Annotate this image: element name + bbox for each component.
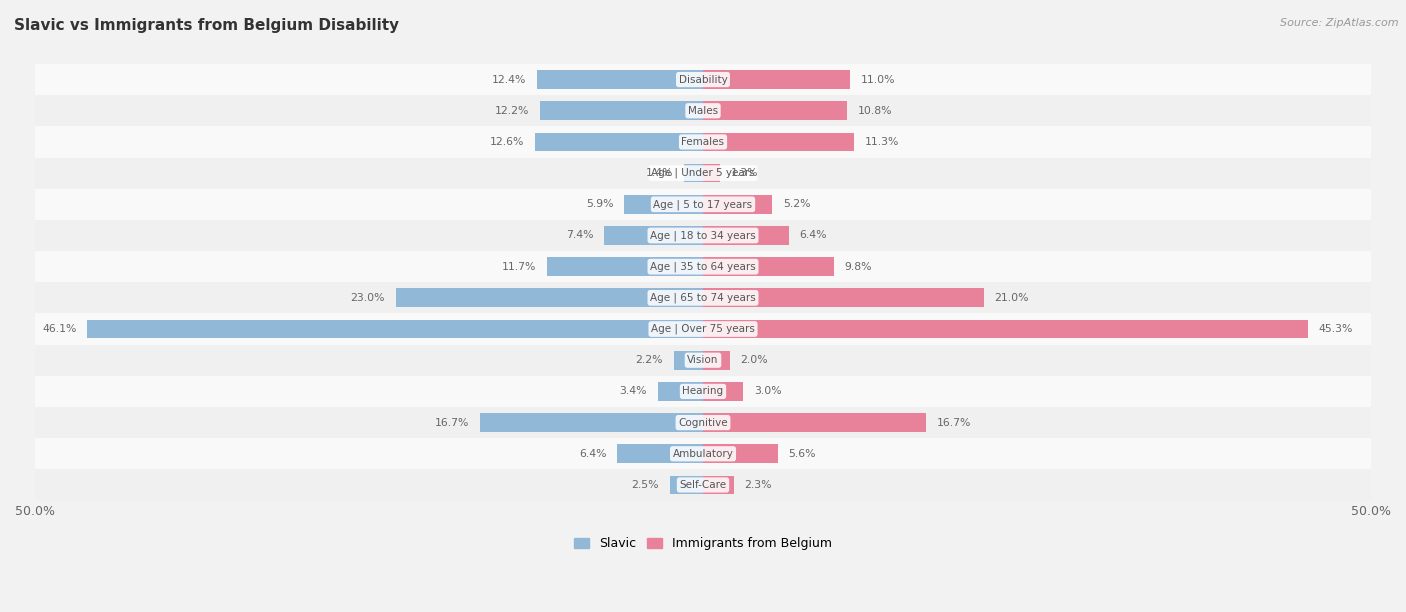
Bar (703, 444, 778, 463)
Bar (35, 64, 1371, 95)
Bar (35, 126, 1371, 157)
Text: 10.8%: 10.8% (858, 106, 893, 116)
Text: 5.6%: 5.6% (789, 449, 815, 459)
Bar (35, 376, 1371, 407)
Text: Slavic vs Immigrants from Belgium Disability: Slavic vs Immigrants from Belgium Disabi… (14, 18, 399, 34)
Bar (35, 188, 1371, 220)
Text: Age | 65 to 74 years: Age | 65 to 74 years (650, 293, 756, 303)
Text: Disability: Disability (679, 75, 727, 84)
Text: 2.5%: 2.5% (631, 480, 659, 490)
Text: 6.4%: 6.4% (579, 449, 607, 459)
Text: 16.7%: 16.7% (936, 417, 972, 428)
Bar (703, 476, 734, 494)
Text: 23.0%: 23.0% (350, 293, 385, 303)
Text: 1.3%: 1.3% (731, 168, 759, 178)
Bar (35, 313, 1371, 345)
Text: 2.2%: 2.2% (636, 355, 662, 365)
Bar (605, 226, 703, 245)
Text: Age | 35 to 64 years: Age | 35 to 64 years (650, 261, 756, 272)
Bar (703, 164, 720, 182)
Text: 21.0%: 21.0% (994, 293, 1029, 303)
Text: 1.4%: 1.4% (647, 168, 673, 178)
Bar (547, 257, 703, 276)
Text: Cognitive: Cognitive (678, 417, 728, 428)
Text: Age | 5 to 17 years: Age | 5 to 17 years (654, 199, 752, 209)
Bar (703, 319, 1308, 338)
Text: Hearing: Hearing (682, 386, 724, 397)
Bar (35, 95, 1371, 126)
Bar (658, 382, 703, 401)
Bar (703, 382, 744, 401)
Text: 2.3%: 2.3% (744, 480, 772, 490)
Text: 12.4%: 12.4% (492, 75, 527, 84)
Text: 12.2%: 12.2% (495, 106, 529, 116)
Text: 7.4%: 7.4% (567, 231, 593, 241)
Text: 5.2%: 5.2% (783, 200, 811, 209)
Bar (673, 351, 703, 370)
Bar (703, 257, 834, 276)
Text: Source: ZipAtlas.com: Source: ZipAtlas.com (1281, 18, 1399, 28)
Text: Vision: Vision (688, 355, 718, 365)
Text: 5.9%: 5.9% (586, 200, 613, 209)
Bar (703, 195, 772, 214)
Bar (669, 476, 703, 494)
Legend: Slavic, Immigrants from Belgium: Slavic, Immigrants from Belgium (569, 532, 837, 556)
Text: 16.7%: 16.7% (434, 417, 470, 428)
Text: 3.4%: 3.4% (620, 386, 647, 397)
Bar (395, 288, 703, 307)
Bar (35, 438, 1371, 469)
Bar (703, 102, 848, 120)
Bar (534, 133, 703, 151)
Bar (703, 226, 789, 245)
Text: 45.3%: 45.3% (1319, 324, 1353, 334)
Bar (703, 413, 927, 432)
Text: 12.6%: 12.6% (489, 137, 524, 147)
Text: 9.8%: 9.8% (845, 262, 872, 272)
Text: 6.4%: 6.4% (799, 231, 827, 241)
Bar (703, 288, 984, 307)
Text: Self-Care: Self-Care (679, 480, 727, 490)
Bar (35, 282, 1371, 313)
Bar (87, 319, 703, 338)
Bar (624, 195, 703, 214)
Text: 11.3%: 11.3% (865, 137, 898, 147)
Text: 46.1%: 46.1% (42, 324, 76, 334)
Bar (35, 220, 1371, 251)
Text: Females: Females (682, 137, 724, 147)
Text: 11.0%: 11.0% (860, 75, 896, 84)
Bar (540, 102, 703, 120)
Bar (479, 413, 703, 432)
Text: Age | 18 to 34 years: Age | 18 to 34 years (650, 230, 756, 241)
Bar (35, 251, 1371, 282)
Bar (35, 469, 1371, 501)
Bar (617, 444, 703, 463)
Bar (685, 164, 703, 182)
Text: 2.0%: 2.0% (741, 355, 768, 365)
Bar (703, 351, 730, 370)
Bar (703, 70, 851, 89)
Text: Age | Over 75 years: Age | Over 75 years (651, 324, 755, 334)
Text: 11.7%: 11.7% (502, 262, 536, 272)
Bar (703, 133, 853, 151)
Bar (35, 345, 1371, 376)
Text: Males: Males (688, 106, 718, 116)
Text: Age | Under 5 years: Age | Under 5 years (651, 168, 755, 178)
Text: Ambulatory: Ambulatory (672, 449, 734, 459)
Bar (35, 157, 1371, 188)
Bar (537, 70, 703, 89)
Bar (35, 407, 1371, 438)
Text: 3.0%: 3.0% (754, 386, 782, 397)
